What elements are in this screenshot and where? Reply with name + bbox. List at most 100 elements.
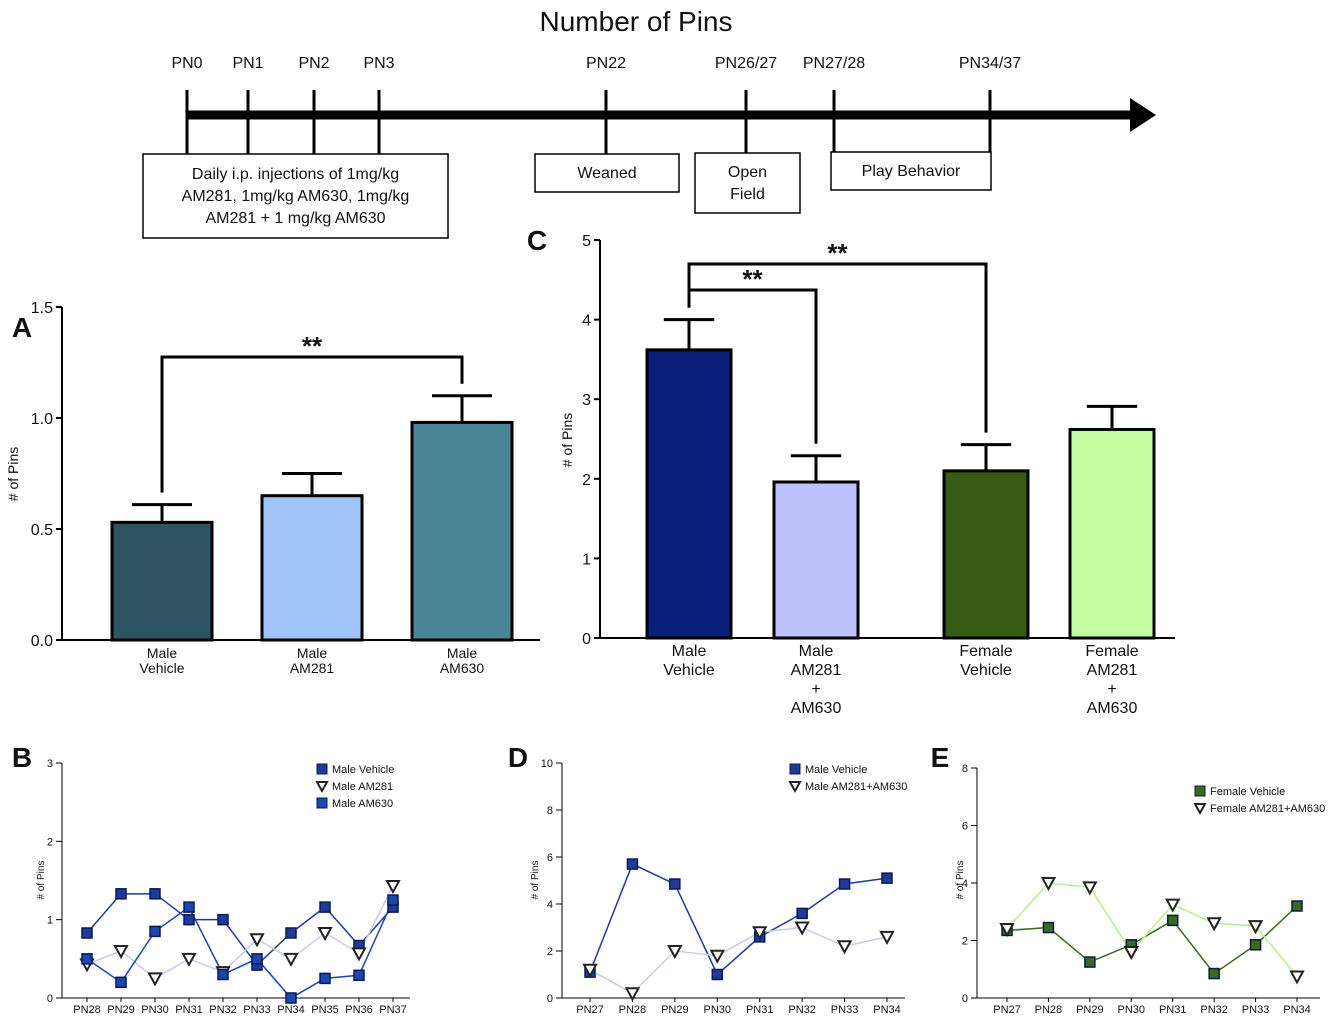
bar	[772, 480, 860, 640]
y-tick-label: 3	[47, 758, 53, 770]
timeline-box-text: Weaned	[577, 165, 636, 182]
legend-marker	[315, 781, 329, 794]
legend-label: Female AM281+AM630	[1210, 803, 1325, 815]
y-axis-label: # of Pins	[559, 413, 575, 467]
timeline-label: PN3	[363, 55, 394, 72]
x-tick-label: +	[811, 681, 820, 698]
y-tick-label: 0	[962, 993, 968, 1005]
y-tick-label: 3	[582, 392, 591, 409]
x-tick-label: AM630	[1087, 700, 1138, 717]
marker	[1123, 946, 1139, 961]
marker	[1042, 921, 1055, 934]
x-tick-label: PN30	[141, 1004, 169, 1016]
x-tick-label: PN34	[873, 1004, 901, 1016]
panel-label: E	[931, 742, 950, 773]
marker	[879, 930, 895, 945]
marker	[149, 925, 161, 938]
panel-label: A	[12, 312, 32, 343]
x-tick-label: AM630	[440, 660, 485, 676]
marker	[624, 987, 641, 1002]
x-tick-label: Female	[1085, 643, 1138, 660]
series-line	[589, 863, 888, 976]
marker	[881, 872, 893, 884]
legend-marker	[788, 781, 802, 794]
bar	[260, 494, 364, 642]
series-line	[86, 899, 394, 999]
y-axis-label: # of Pins	[5, 447, 21, 501]
legend-label: Male AM281+AM630	[805, 781, 907, 793]
marker	[752, 926, 768, 941]
legend-marker	[316, 763, 328, 775]
timeline-box-text: Daily i.p. injections of 1mg/kg	[192, 166, 399, 183]
legend-label: Male Vehicle	[805, 764, 867, 776]
y-tick-label: 8	[547, 805, 553, 817]
y-tick-label: 0	[47, 993, 53, 1005]
x-tick-label: PN35	[311, 1004, 339, 1016]
timeline-label: PN2	[298, 55, 329, 72]
x-tick-label: PN31	[1159, 1004, 1187, 1016]
marker	[1208, 967, 1220, 980]
x-tick-label: Male	[147, 645, 178, 661]
y-tick-label: 2	[582, 472, 591, 489]
marker	[582, 963, 598, 978]
marker	[1247, 920, 1264, 935]
marker	[1289, 970, 1305, 985]
timeline-label: PN22	[586, 55, 626, 72]
y-tick-label: 8	[962, 763, 968, 775]
marker	[353, 969, 365, 982]
x-tick-label: Male	[672, 643, 707, 660]
legend-marker	[316, 797, 328, 809]
marker	[794, 921, 810, 936]
series-line	[86, 893, 394, 967]
marker	[81, 927, 93, 939]
x-tick-label: AM281	[791, 662, 842, 679]
bar	[1068, 427, 1156, 640]
marker	[249, 933, 265, 948]
significance-bracket	[687, 262, 988, 433]
marker	[351, 947, 367, 962]
y-tick-label: 1	[582, 551, 591, 568]
x-tick-label: +	[1107, 681, 1116, 698]
marker	[1082, 881, 1098, 896]
marker	[183, 913, 195, 926]
y-axis-label: # of Pins	[955, 861, 966, 900]
marker	[838, 878, 851, 890]
y-tick-label: 6	[547, 852, 553, 864]
y-tick-label: 4	[582, 313, 591, 330]
marker	[285, 992, 297, 1004]
marker	[283, 952, 299, 967]
series-line	[589, 926, 888, 995]
x-tick-label: PN32	[1200, 1004, 1228, 1016]
panel-label: C	[527, 225, 547, 256]
x-tick-label: PN28	[619, 1004, 647, 1016]
y-tick-label: 1	[47, 915, 53, 927]
timeline-label: PN27/28	[803, 55, 865, 72]
y-tick-label: 0.5	[31, 522, 53, 539]
y-tick-label: 1.0	[31, 411, 53, 428]
timeline-label: PN34/37	[959, 55, 1021, 72]
legend-label: Male AM281	[332, 781, 393, 793]
marker	[1206, 917, 1222, 932]
series-line	[1006, 882, 1298, 977]
x-tick-label: Male	[799, 643, 834, 660]
x-tick-label: PN37	[379, 1004, 407, 1016]
x-tick-label: PN34	[1283, 1004, 1311, 1016]
marker	[285, 927, 297, 939]
legend-label: Male Vehicle	[332, 764, 394, 776]
timeline-box	[830, 151, 992, 191]
series-line	[86, 885, 394, 980]
x-tick-label: PN28	[1035, 1004, 1063, 1016]
x-tick-label: AM281	[290, 660, 335, 676]
legend-marker	[1194, 785, 1206, 797]
x-tick-label: PN33	[1242, 1004, 1270, 1016]
marker	[711, 968, 724, 981]
x-tick-label: PN29	[661, 1004, 689, 1016]
timeline-label: PN26/27	[715, 55, 777, 72]
marker	[217, 913, 229, 926]
y-tick-label: 2	[962, 936, 968, 948]
y-tick-label: 2	[47, 836, 53, 848]
marker	[667, 945, 683, 960]
marker	[1084, 956, 1096, 968]
marker	[181, 952, 197, 967]
